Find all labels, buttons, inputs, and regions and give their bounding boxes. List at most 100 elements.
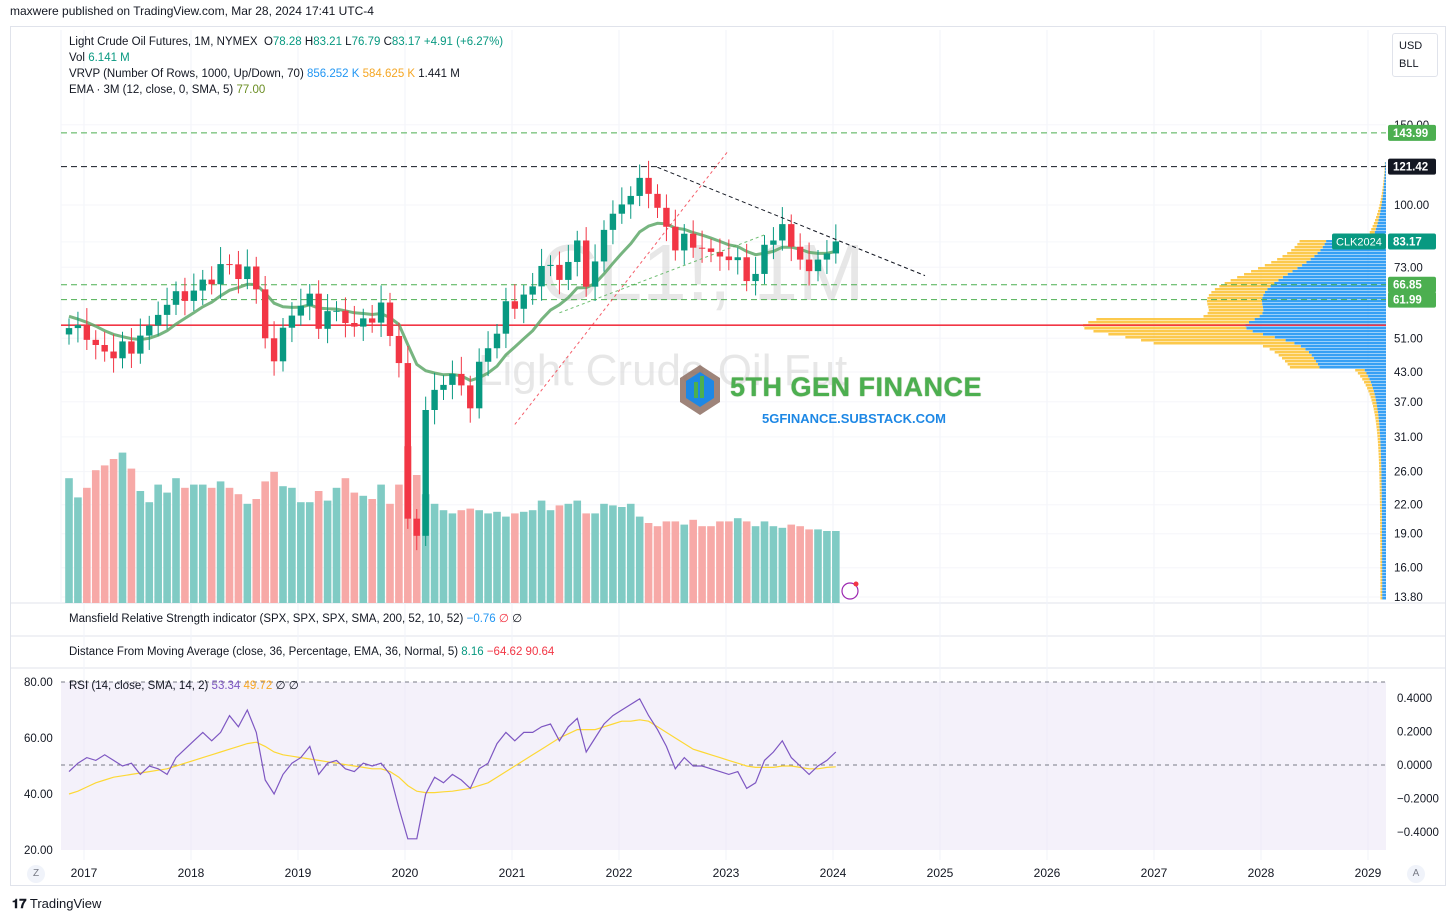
volume-profile-up-bar — [1381, 489, 1386, 492]
volume-profile-down-bar — [1377, 210, 1381, 213]
volume-profile-down-bar — [1214, 288, 1268, 291]
volume-profile-down-bar — [1379, 501, 1382, 504]
candle-body — [386, 302, 394, 336]
volume-profile-down-bar — [1287, 363, 1318, 366]
volume-profile-down-bar — [1380, 513, 1382, 516]
contract-label: CLK2024 — [1336, 236, 1382, 248]
volume-profile-up-bar — [1381, 468, 1386, 471]
price-axis-label: 143.99 — [1393, 128, 1428, 140]
trend-line-red — [514, 149, 730, 425]
volume-profile-down-bar — [1380, 546, 1383, 549]
volume-profile-down-bar — [1381, 195, 1383, 198]
volume-profile-down-bar — [1379, 468, 1382, 471]
x-tick-label: 2029 — [1355, 866, 1382, 880]
candle-body — [422, 409, 429, 536]
volume-profile-down-bar — [1378, 456, 1381, 459]
volume-profile-down-bar — [1380, 540, 1383, 543]
volume-profile-up-bar — [1378, 219, 1386, 222]
volume-profile-down-bar — [1208, 309, 1264, 312]
volume-profile-up-bar — [1380, 210, 1386, 213]
volume-profile-up-bar — [1382, 552, 1386, 555]
volume-bar — [65, 478, 73, 603]
volume-profile-up-bar — [1379, 426, 1386, 429]
x-tick-label: 2025 — [927, 866, 954, 880]
volume-profile-up-bar — [1384, 174, 1386, 177]
candle-body — [226, 264, 233, 266]
volume-bar — [716, 521, 724, 603]
candle-body — [805, 259, 813, 272]
volume-profile-up-bar — [1377, 405, 1386, 408]
volume-profile-down-bar — [1380, 519, 1382, 522]
volume-bar — [823, 531, 831, 603]
volume-profile-down-bar — [1380, 594, 1383, 597]
volume-bar — [725, 521, 733, 603]
zoom-toggle-button[interactable]: Z — [27, 865, 45, 883]
volume-profile-up-bar — [1370, 381, 1386, 384]
volume-profile-up-bar — [1274, 336, 1386, 339]
volume-profile-up-bar — [1381, 504, 1386, 507]
volume-profile-up-bar — [1382, 582, 1386, 585]
candle-body — [734, 257, 741, 261]
main-legend: Light Crude Oil Futures, 1M, NYMEX O78.2… — [69, 36, 504, 96]
volume-profile-down-bar — [1299, 240, 1327, 243]
brand-site: 5GFINANCE.SUBSTACK.COM — [762, 411, 946, 426]
volume-profile-up-bar — [1382, 546, 1386, 549]
volume-profile-up-bar — [1381, 507, 1386, 510]
volume-profile-down-bar — [1230, 279, 1279, 282]
candle-body — [101, 344, 108, 352]
volume-bar — [297, 502, 305, 603]
price-axis-label: 121.42 — [1393, 162, 1428, 174]
volume-bar — [546, 510, 555, 603]
candle-body — [324, 311, 331, 329]
rsi-line — [68, 697, 837, 840]
price-tick-label: 37.00 — [1394, 397, 1423, 409]
volume-profile-up-bar — [1385, 162, 1386, 165]
volume-bar — [787, 524, 796, 603]
volume-profile-down-bar — [1367, 387, 1373, 390]
volume-profile-up-bar — [1380, 453, 1386, 456]
volume-profile-down-bar — [1376, 429, 1380, 432]
volume-profile-down-bar — [1380, 522, 1382, 525]
volume-bar — [537, 500, 546, 603]
auto-scale-button[interactable]: A — [1407, 865, 1425, 883]
brand-logo-bar — [694, 382, 698, 398]
currency-selector[interactable]: USD BLL — [1392, 33, 1438, 77]
volume-profile-down-bar — [1370, 396, 1376, 399]
price-tick-label: 26.00 — [1394, 467, 1423, 479]
candle-body — [672, 226, 679, 251]
volume-bar — [760, 521, 769, 603]
volume-profile-up-bar — [1381, 519, 1386, 522]
ema-label: EMA · 3M (12, close, 0, SMA, 5) — [69, 84, 234, 96]
volume-profile-down-bar — [1380, 558, 1383, 561]
volume-profile-down-bar — [1355, 369, 1365, 372]
momentum-tick-label: 0.0000 — [1397, 760, 1432, 772]
volume-profile-up-bar — [1383, 192, 1386, 195]
volume-profile-down-bar — [1264, 264, 1303, 267]
volume-bar — [288, 487, 296, 603]
volume-profile-down-bar — [1379, 471, 1382, 474]
volume-bar — [332, 487, 341, 603]
tv-logo-icon: 𝟏𝟕 — [12, 896, 27, 911]
candle-body — [137, 335, 144, 354]
volume-profile-up-bar — [1380, 435, 1386, 438]
volume-profile-down-bar — [1377, 441, 1381, 444]
volume-profile-down-bar — [1380, 525, 1382, 528]
volume-profile-up-bar — [1377, 222, 1386, 225]
volume-profile-down-bar — [1380, 579, 1383, 582]
candle-body — [663, 207, 670, 227]
volume-profile-up-bar — [1384, 177, 1386, 180]
candle-body — [609, 213, 617, 230]
volume-profile-down-bar — [1375, 219, 1379, 222]
volume-profile-up-bar — [1305, 348, 1386, 351]
volume-profile-up-bar — [1302, 264, 1386, 267]
volume-bar — [751, 526, 760, 603]
volume-profile-down-bar — [1377, 435, 1381, 438]
volume-profile-up-bar — [1384, 180, 1386, 183]
volume-bar — [154, 484, 162, 603]
candle-body — [743, 257, 750, 282]
volume-profile-up-bar — [1382, 555, 1386, 558]
volume-profile-down-bar — [1380, 528, 1382, 531]
candle-body — [538, 265, 545, 287]
volume-bar — [145, 502, 154, 603]
